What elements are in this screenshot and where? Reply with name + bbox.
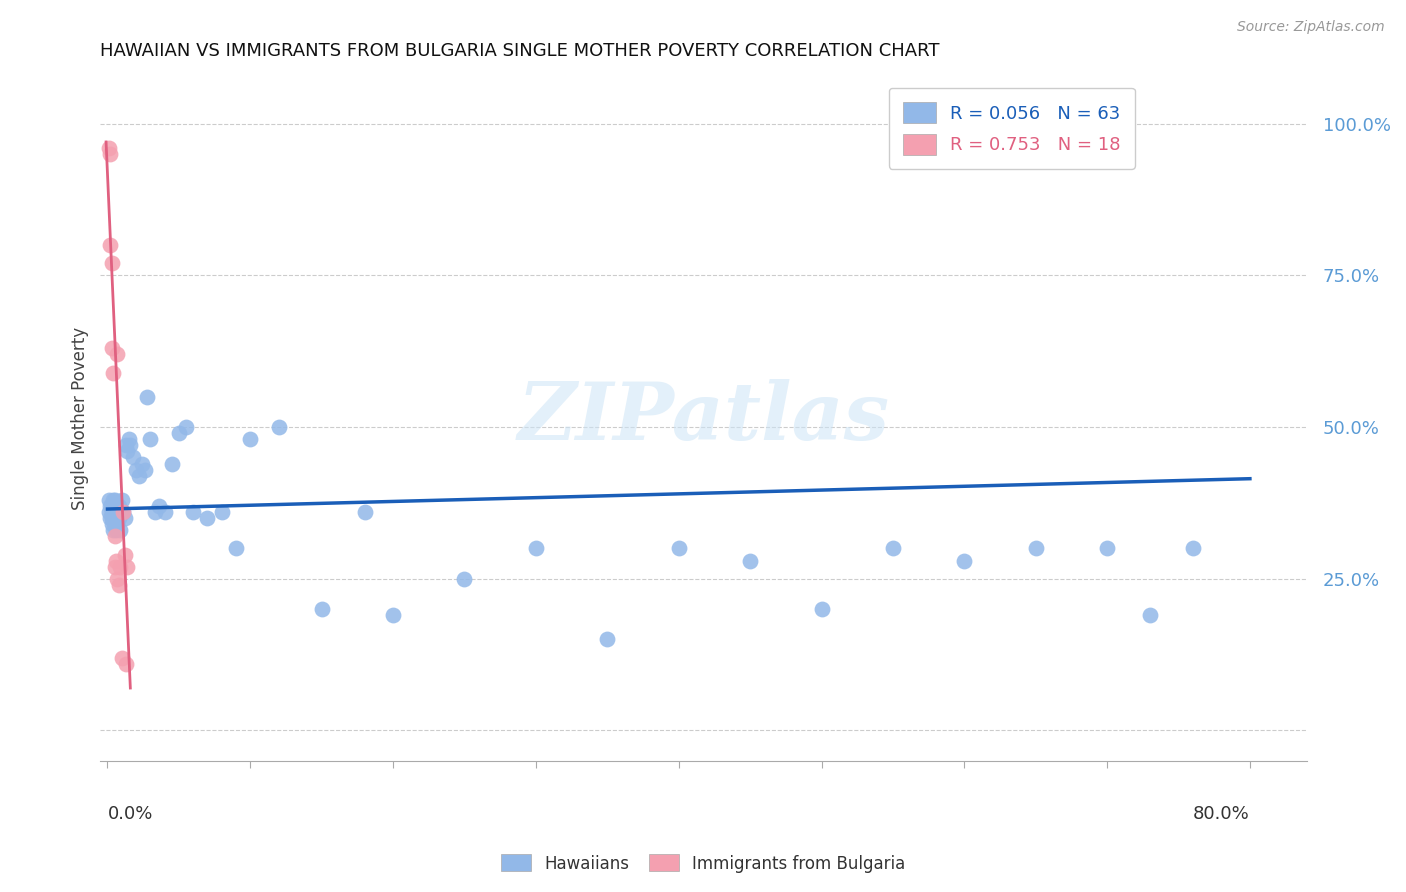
Point [115,657,138,671]
Point [97,492,120,507]
Point [239,432,262,446]
Legend: Hawaiians, Immigrants from Bulgaria: Hawaiians, Immigrants from Bulgaria [494,847,912,880]
Point [118,432,141,446]
Point [103,511,125,525]
Point [98,499,121,513]
Text: 0.0%: 0.0% [107,805,153,823]
Point [131,457,153,471]
Text: 80.0%: 80.0% [1194,805,1250,823]
Point [181,505,204,519]
Point [114,548,136,562]
Point [104,505,127,519]
Point [108,499,131,513]
Point [105,553,128,567]
Point [104,529,127,543]
Point [596,632,619,647]
Point [117,444,139,458]
Text: HAWAIIAN VS IMMIGRANTS FROM BULGARIA SINGLE MOTHER POVERTY CORRELATION CHART: HAWAIIAN VS IMMIGRANTS FROM BULGARIA SIN… [100,42,939,60]
Point [105,523,128,537]
Point [382,608,405,623]
Point [134,462,156,476]
Point [104,559,127,574]
Point [107,505,129,519]
Point [112,505,135,519]
Point [1095,541,1118,556]
Point [167,426,190,441]
Point [110,505,132,519]
Point [108,578,131,592]
Point [120,438,142,452]
Point [148,499,170,513]
Point [122,450,145,465]
Point [111,492,134,507]
Text: Source: ZipAtlas.com: Source: ZipAtlas.com [1237,20,1385,34]
Point [107,572,129,586]
Y-axis label: Single Mother Poverty: Single Mother Poverty [72,326,89,509]
Point [100,517,122,532]
Point [117,559,139,574]
Point [105,511,128,525]
Text: ZIPatlas: ZIPatlas [517,379,890,457]
Point [97,141,120,155]
Point [211,505,233,519]
Point [128,468,150,483]
Point [353,505,375,519]
Point [197,511,219,525]
Point [882,541,904,556]
Point [1025,541,1047,556]
Point [103,492,125,507]
Point [104,492,127,507]
Point [810,602,832,616]
Point [1139,608,1161,623]
Point [114,511,136,525]
Point [225,541,247,556]
Point [104,517,127,532]
Point [107,347,129,361]
Point [100,511,122,525]
Point [110,559,132,574]
Point [160,457,183,471]
Point [311,602,333,616]
Point [107,517,129,532]
Point [668,541,690,556]
Point [153,505,176,519]
Point [100,341,122,355]
Point [143,505,166,519]
Point [136,390,159,404]
Point [453,572,475,586]
Point [1181,541,1204,556]
Point [105,499,128,513]
Point [97,505,120,519]
Point [103,523,125,537]
Point [125,462,148,476]
Point [174,420,197,434]
Point [100,505,122,519]
Point [98,238,121,252]
Point [953,553,976,567]
Point [139,432,162,446]
Point [110,523,132,537]
Point [115,438,138,452]
Point [738,553,761,567]
Legend: R = 0.056   N = 63, R = 0.753   N = 18: R = 0.056 N = 63, R = 0.753 N = 18 [889,87,1135,169]
Point [98,147,121,161]
Point [108,511,131,525]
Point [112,505,135,519]
Point [100,256,122,270]
Point [103,366,125,380]
Point [98,511,121,525]
Point [111,650,134,665]
Point [524,541,547,556]
Point [267,420,290,434]
